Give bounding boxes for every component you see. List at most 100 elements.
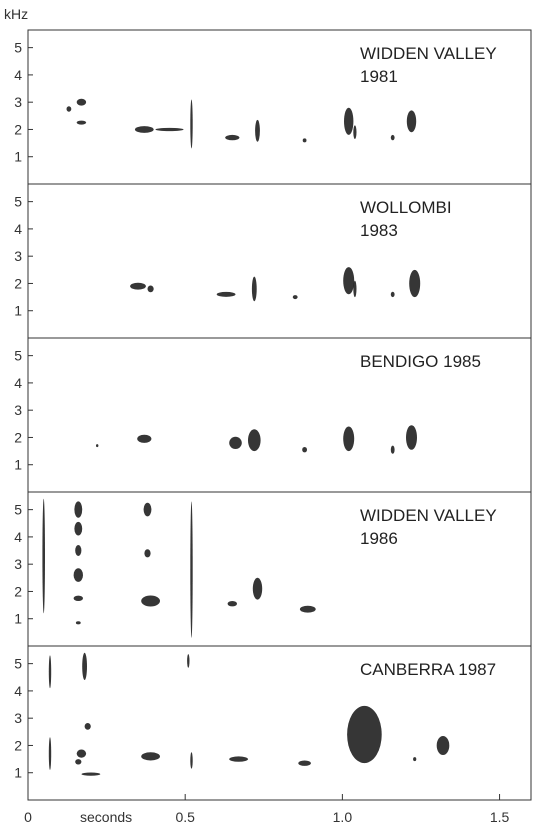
spectrogram-note <box>406 110 417 133</box>
panel-label: 1986 <box>360 529 398 548</box>
y-tick-label: 2 <box>14 429 22 445</box>
spectrogram-note <box>299 605 316 613</box>
y-tick-label: 3 <box>14 248 22 264</box>
y-tick-label: 3 <box>14 94 22 110</box>
spectrogram-note <box>187 654 190 668</box>
spectrogram-note <box>144 549 151 558</box>
spectrogram-note <box>81 772 101 776</box>
y-tick-label: 1 <box>14 303 22 319</box>
y-unit-label: kHz <box>4 6 28 22</box>
spectrogram-note <box>130 282 146 290</box>
y-tick-label: 4 <box>14 375 22 391</box>
y-tick-label: 1 <box>14 149 22 165</box>
spectrogram-note <box>76 120 87 125</box>
spectrogram-panel: 1 2 3 4 5 WIDDEN VALLEY 1981 <box>14 29 532 185</box>
spectrogram-note <box>147 285 154 293</box>
y-tick-label: 5 <box>14 348 22 364</box>
y-tick-label: 5 <box>14 656 22 672</box>
spectrogram-note <box>134 126 154 133</box>
y-tick-label: 2 <box>14 583 22 599</box>
spectrogram-note <box>406 425 417 450</box>
y-tick-label: 1 <box>14 765 22 781</box>
spectrogram-note <box>227 601 237 607</box>
y-tick-label: 5 <box>14 40 22 56</box>
spectrogram-note <box>255 119 260 142</box>
y-tick-label: 4 <box>14 221 22 237</box>
spectrogram-note <box>248 429 261 452</box>
x-tick-label: 0.5 <box>175 809 195 825</box>
spectrogram-note <box>390 134 395 141</box>
x-tick-label: 0 <box>24 809 32 825</box>
spectrogram-note <box>75 759 82 765</box>
spectrogram-panel: 1 2 3 4 5 WOLLOMBI 1983 <box>14 183 532 339</box>
spectrogram-note <box>251 276 257 302</box>
spectrogram-note <box>302 447 307 453</box>
spectrogram-note <box>344 107 354 135</box>
panel-label: WIDDEN VALLEY <box>360 44 497 63</box>
spectrogram-note <box>225 134 240 141</box>
spectrogram-note <box>353 280 357 298</box>
spectrogram-note <box>229 436 242 449</box>
y-tick-label: 5 <box>14 502 22 518</box>
panel-label: BENDIGO 1985 <box>360 352 481 371</box>
x-axis: seconds 0 0.5 1.0 1.5 <box>24 794 510 825</box>
spectrogram-note <box>409 269 421 298</box>
x-axis-label: seconds <box>80 809 132 825</box>
spectrogram-note <box>137 434 152 443</box>
y-tick-label: 3 <box>14 402 22 418</box>
y-tick-label: 2 <box>14 275 22 291</box>
spectrogram-panel: 1 2 3 4 5 CANBERRA 1987 <box>14 645 532 801</box>
spectrogram-note <box>141 752 161 761</box>
spectrogram-note <box>252 577 263 600</box>
y-tick-label: 4 <box>14 529 22 545</box>
y-tick-label: 1 <box>14 611 22 627</box>
spectrogram-note <box>347 705 382 764</box>
spectrogram-note <box>48 737 52 770</box>
spectrogram-note <box>143 502 152 517</box>
y-tick-label: 3 <box>14 710 22 726</box>
spectrogram-note <box>82 652 87 681</box>
spectrogram-note <box>190 99 193 149</box>
y-tick-label: 2 <box>14 737 22 753</box>
spectrogram-note <box>75 545 82 556</box>
panel-label: 1981 <box>360 67 398 86</box>
spectrogram-note <box>298 760 311 766</box>
spectrogram-note <box>190 752 193 769</box>
panel-label: WOLLOMBI <box>360 198 452 217</box>
spectrogram-note <box>343 267 355 295</box>
spectrogram-note <box>74 501 83 518</box>
spectrogram-note <box>229 756 249 762</box>
spectrogram-note <box>141 595 161 607</box>
spectrogram-panel: 1 2 3 4 5 WIDDEN VALLEY 1986 <box>14 491 532 647</box>
spectrogram-note <box>390 291 395 298</box>
y-tick-label: 3 <box>14 556 22 572</box>
spectrogram-note <box>48 655 52 689</box>
spectrogram-note <box>155 127 184 132</box>
spectrogram-note <box>302 138 307 143</box>
spectrogram-note <box>73 595 84 601</box>
spectrogram-note <box>76 749 87 758</box>
spectrogram-note <box>73 568 84 582</box>
spectrogram-note <box>84 723 91 730</box>
spectrogram-note <box>390 445 395 454</box>
panel-frame <box>27 183 532 339</box>
spectrogram-note <box>75 621 81 625</box>
spectrogram-note <box>343 426 355 452</box>
y-tick-label: 1 <box>14 457 22 473</box>
panel-label: WIDDEN VALLEY <box>360 506 497 525</box>
spectrogram-note <box>216 291 236 297</box>
y-tick-label: 4 <box>14 67 22 83</box>
spectrogram-note <box>76 98 87 106</box>
spectrogram-note <box>42 498 45 614</box>
panel-frame <box>27 645 532 801</box>
panel-label: 1983 <box>360 221 398 240</box>
x-tick-label: 1.0 <box>333 809 353 825</box>
spectrogram-note <box>190 501 193 638</box>
panel-label: CANBERRA 1987 <box>360 660 496 679</box>
spectrogram-note <box>413 757 417 762</box>
y-tick-label: 5 <box>14 194 22 210</box>
spectrogram-note <box>74 521 83 536</box>
spectrogram-note <box>96 444 99 448</box>
